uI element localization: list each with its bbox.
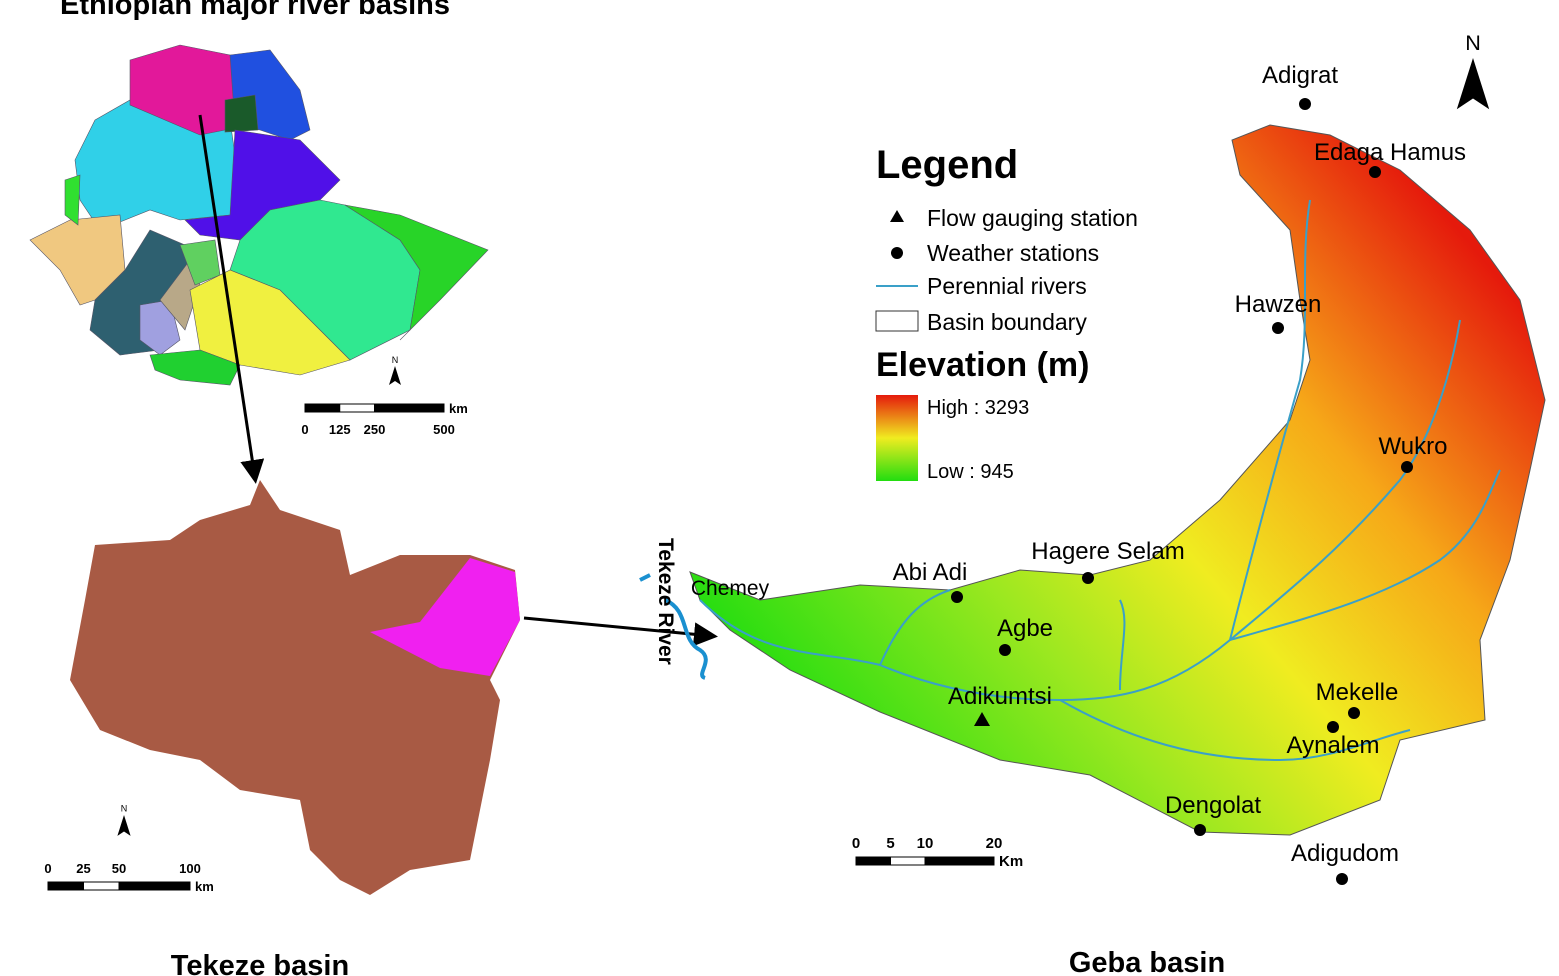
geba-basin (639, 124, 1546, 836)
legend-boundary (875, 310, 919, 332)
scale-label: 250 (364, 422, 386, 437)
scale-segment (924, 856, 995, 866)
weather-station (1369, 166, 1381, 178)
station-label: Agbe (997, 615, 1053, 642)
legend-item: Perennial rivers (927, 273, 1087, 299)
weather-station (1348, 707, 1360, 719)
scale-label: 25 (76, 861, 90, 876)
station-label: Mekelle (1316, 679, 1399, 706)
north-arrow (117, 815, 131, 836)
weather-station (1082, 572, 1094, 584)
scale-unit: Km (999, 853, 1023, 870)
legend-triangle (890, 210, 904, 222)
ethiopia-basins (29, 44, 489, 386)
elevation-title: Elevation (m) (876, 346, 1089, 384)
tekeze-river (639, 573, 708, 680)
legend-title: Legend (876, 143, 1018, 187)
weather-station (999, 644, 1011, 656)
legend-item: Flow gauging station (927, 205, 1138, 231)
elevation-high: High : 3293 (927, 397, 1029, 419)
north-label: N (392, 355, 399, 365)
station-label: Abi Adi (893, 559, 968, 586)
station-label: Adigudom (1291, 840, 1399, 867)
scale-label: 100 (179, 861, 201, 876)
arrow (198, 114, 265, 484)
scale-label: 0 (44, 861, 51, 876)
scale-segment (83, 881, 120, 891)
legend-item: Basin boundary (927, 309, 1087, 335)
scale-label: 10 (917, 835, 934, 852)
station-label: Aynalem (1287, 732, 1380, 759)
station-label: Wukro (1379, 433, 1448, 460)
north-arrow (1456, 58, 1490, 110)
north-label: N (121, 804, 128, 814)
outlet-label: Chemey (691, 577, 770, 600)
scale-segment (339, 403, 375, 413)
tekeze-title: Tekeze basin (171, 950, 349, 976)
station-label: Dengolat (1165, 792, 1261, 819)
weather-station (1299, 98, 1311, 110)
station-label: Hagere Selam (1031, 538, 1184, 565)
weather-station (1336, 873, 1348, 885)
scale-segment (304, 403, 341, 413)
scale-label: 125 (329, 422, 351, 437)
elevation-ramp (876, 395, 918, 481)
weather-station (1194, 824, 1206, 836)
tekeze-basin (70, 480, 520, 895)
scale-segment (855, 856, 891, 866)
scale-label: 0 (852, 835, 860, 852)
scale-unit: km (449, 401, 468, 416)
arrow (523, 616, 718, 647)
weather-station (1272, 322, 1284, 334)
scale-label: 20 (986, 835, 1003, 852)
scale-unit: km (195, 879, 214, 894)
scale-label: 500 (433, 422, 455, 437)
legend-item: Weather stations (927, 240, 1099, 266)
geba-title: Geba basin (1069, 947, 1225, 976)
scale-segment (374, 403, 445, 413)
legend-dot (891, 247, 903, 259)
north-arrow (389, 366, 401, 385)
overview-title: Ethiopian major river basins (60, 0, 450, 21)
scale-segment (118, 881, 191, 891)
station-label: Adigrat (1262, 62, 1338, 89)
scale-label: 0 (301, 422, 308, 437)
scale-label: 50 (112, 861, 126, 876)
scale-label: 5 (886, 835, 894, 852)
station-label: Hawzen (1235, 291, 1322, 318)
gauging-station (974, 712, 990, 726)
elevation-low: Low : 945 (927, 461, 1014, 483)
weather-station (951, 591, 963, 603)
station-label: Adikumtsi (948, 683, 1052, 710)
station-label: Edaga Hamus (1314, 139, 1466, 166)
weather-station (1327, 721, 1339, 733)
scale-segment (890, 856, 926, 866)
weather-station (1401, 461, 1413, 473)
north-label: N (1465, 30, 1481, 55)
scale-segment (47, 881, 84, 891)
river-label: Tekeze River (654, 538, 677, 665)
